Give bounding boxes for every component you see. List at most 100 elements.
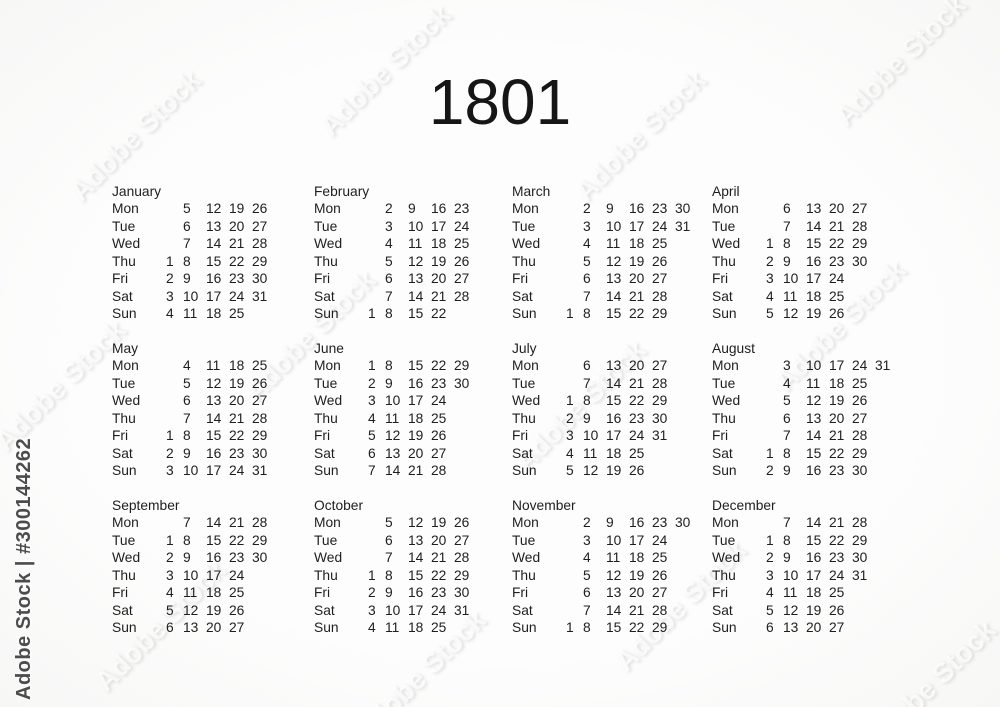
- weekday-row: Fri 3 10 17 24: [712, 270, 898, 288]
- weekday-row: Fri 6 13 20 27: [512, 270, 698, 288]
- weekday-row: Mon 7 14 21 28: [712, 514, 898, 532]
- date-cell: 5: [583, 253, 591, 269]
- date-cell: [852, 305, 875, 323]
- date-cell: 6: [385, 532, 393, 548]
- weekday-row: Sun 2 9 16 23 30: [712, 462, 898, 480]
- date-cell: 20: [408, 445, 424, 461]
- weekday-row: Tue 2 9 16 23 30: [314, 375, 500, 393]
- date-cell: 16: [806, 253, 822, 269]
- date-cell: [766, 375, 783, 393]
- weekday-label: Mon: [314, 201, 341, 216]
- weekday-label: Sat: [112, 602, 133, 618]
- date-cell: 1: [368, 306, 376, 321]
- month-april: April Mon 6 13 20 27 Tue 7 14 21 28 Wed 1 8 15 22 29 Thu 2…: [712, 183, 902, 340]
- date-cell: 13: [408, 271, 424, 286]
- date-cell: [477, 514, 500, 532]
- date-cell: 27: [652, 271, 668, 286]
- date-cell: [368, 253, 385, 271]
- date-cell: 19: [606, 463, 622, 478]
- date-cell: 19: [629, 567, 645, 583]
- date-cell: 25: [852, 375, 868, 391]
- date-cell: [675, 235, 698, 253]
- date-cell: 9: [183, 445, 191, 461]
- weekday-row: Fri 5 12 19 26: [314, 427, 500, 445]
- date-cell: [766, 200, 783, 218]
- date-cell: 6: [766, 620, 774, 635]
- date-cell: 8: [385, 306, 393, 321]
- date-cell: 22: [229, 428, 245, 443]
- date-cell: 10: [183, 567, 199, 583]
- date-cell: 13: [206, 393, 222, 408]
- date-cell: 24: [229, 567, 245, 583]
- date-cell: 9: [783, 463, 791, 478]
- date-cell: 22: [431, 567, 447, 583]
- date-cell: 3: [583, 218, 591, 234]
- date-cell: 11: [206, 358, 221, 373]
- weekday-row: Fri 1 8 15 22 29: [112, 427, 298, 445]
- weekday-row: Mon 3 10 17 24 31: [712, 357, 898, 375]
- weekday-row: Sat 7 14 21 28: [512, 602, 698, 620]
- date-cell: [875, 375, 898, 393]
- date-cell: 3: [766, 567, 774, 583]
- date-cell: 26: [829, 602, 845, 618]
- weekday-label: Fri: [112, 271, 129, 286]
- weekday-row: Thu 3 10 17 24 31: [712, 567, 898, 585]
- date-cell: 28: [252, 515, 268, 530]
- weekday-label: Tue: [712, 532, 736, 548]
- month-name: April: [712, 184, 740, 199]
- date-cell: 10: [783, 271, 799, 286]
- date-cell: [675, 584, 698, 602]
- date-cell: 2: [166, 445, 174, 461]
- weekday-label: Thu: [512, 567, 536, 583]
- date-cell: 15: [806, 445, 822, 461]
- weekday-row: Fri 4 11 18 25: [112, 584, 298, 602]
- date-cell: 26: [252, 375, 268, 391]
- date-cell: [875, 427, 898, 445]
- date-cell: [477, 410, 500, 428]
- date-cell: 6: [583, 271, 591, 286]
- month-december: December Mon 7 14 21 28 Tue 1 8 15 22 29 Wed 2 9 16 23 30…: [712, 497, 902, 654]
- date-cell: 4: [183, 358, 191, 373]
- weekday-row: Sun 1 8 15 22 29: [512, 305, 698, 323]
- weekday-row: Wed 2 9 16 23 30: [712, 549, 898, 567]
- weekday-row: Thu 5 12 19 26: [512, 253, 698, 271]
- date-cell: 27: [852, 410, 868, 426]
- date-cell: 15: [806, 532, 822, 548]
- date-cell: 2: [368, 375, 376, 391]
- month-february: February Mon 2 9 16 23 Tue 3 10 17 24 Wed 4 11 18 25 Thu…: [314, 183, 512, 340]
- date-cell: 4: [368, 620, 376, 635]
- date-cell: 8: [583, 620, 591, 635]
- date-cell: 18: [431, 236, 447, 251]
- date-cell: 9: [408, 201, 416, 216]
- date-cell: 31: [852, 567, 868, 583]
- month-september: September Mon 7 14 21 28 Tue 1 8 15 22 29 Wed 2 9 16 23 3…: [112, 497, 314, 654]
- weekday-label: Mon: [512, 515, 539, 530]
- date-cell: 23: [431, 375, 447, 391]
- date-cell: [275, 305, 298, 323]
- date-cell: [766, 427, 783, 445]
- date-cell: 8: [183, 532, 191, 548]
- date-cell: 14: [206, 236, 222, 251]
- weekday-row: Wed 4 11 18 25: [512, 549, 698, 567]
- weekday-label: Thu: [712, 410, 736, 426]
- date-cell: [477, 253, 500, 271]
- weekday-label: Tue: [512, 532, 536, 548]
- weekday-label: Thu: [112, 253, 136, 269]
- weekday-label: Sun: [512, 463, 537, 478]
- date-cell: 12: [606, 567, 622, 583]
- weekday-row: Fri 3 10 17 24 31: [512, 427, 698, 445]
- date-cell: 7: [183, 515, 191, 530]
- weekday-label: Sun: [112, 306, 137, 321]
- date-cell: 1: [566, 306, 574, 321]
- date-cell: 16: [206, 271, 222, 286]
- date-cell: [852, 270, 875, 288]
- date-cell: [566, 584, 583, 602]
- weekday-label: Fri: [512, 271, 529, 286]
- date-cell: 4: [583, 236, 591, 251]
- date-cell: 20: [829, 201, 845, 216]
- date-cell: 21: [629, 602, 645, 618]
- date-cell: 15: [606, 393, 622, 408]
- date-cell: 3: [368, 393, 376, 408]
- date-cell: 14: [385, 463, 401, 478]
- weekday-label: Fri: [712, 428, 729, 443]
